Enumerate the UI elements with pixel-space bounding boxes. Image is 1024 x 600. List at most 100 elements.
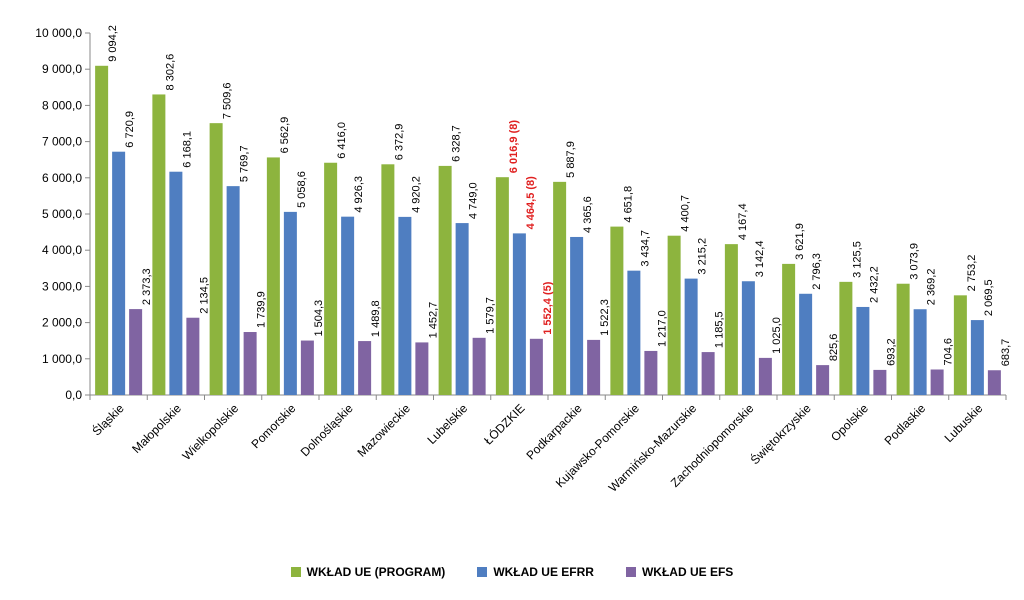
bar-chart: 0,0 1 000,0 2 000,0 3 000,0 4 000,0 5 000,0 6 …	[35, 25, 1012, 495]
x-tick-label: Małopolskie	[129, 401, 184, 456]
bar	[129, 309, 143, 395]
data-label: 4 464,5 (8)	[525, 176, 537, 230]
data-label: 1 452,7	[427, 302, 439, 339]
y-tick-label: 3 000,0	[42, 279, 82, 293]
data-label: 1 579,7	[485, 297, 497, 334]
bar	[512, 233, 526, 395]
bar	[495, 177, 509, 395]
data-label: 2 069,5	[983, 279, 995, 316]
x-tick-label: Lubelskie	[424, 401, 470, 447]
y-tick-label: 7 000,0	[42, 135, 82, 149]
data-label: 4 926,3	[353, 176, 365, 213]
bar	[970, 320, 984, 395]
data-label: 5 769,7	[239, 145, 251, 182]
bar	[816, 365, 830, 395]
bar	[341, 216, 355, 395]
bar	[627, 270, 641, 395]
data-label: 4 920,2	[410, 176, 422, 213]
data-label: 6 016,9 (8)	[508, 120, 520, 174]
y-tick-label: 2 000,0	[42, 316, 82, 330]
bar	[839, 281, 853, 395]
bar	[913, 309, 927, 395]
data-label: 704,6	[943, 338, 955, 366]
x-tick-label: Pomorskie	[249, 401, 299, 451]
bar	[209, 123, 223, 396]
data-label: 5 058,6	[296, 171, 308, 208]
data-label: 6 562,9	[279, 117, 291, 154]
bar	[324, 162, 338, 395]
legend-swatch-program	[290, 567, 301, 577]
data-label: 9 094,2	[107, 25, 119, 62]
bar	[667, 235, 681, 395]
bar	[553, 181, 567, 395]
data-label: 3 434,7	[639, 230, 651, 267]
x-tick-label: Wielkopolskie	[179, 401, 241, 463]
bar	[283, 211, 297, 395]
legend-item-efs: WKŁAD UE EFS	[625, 565, 734, 579]
data-label: 1 739,9	[256, 291, 268, 328]
x-tick-label: Opolskie	[828, 401, 871, 444]
bar	[610, 226, 624, 395]
bar	[930, 369, 944, 395]
data-label: 6 372,9	[393, 124, 405, 161]
legend-label-efs: WKŁAD UE EFS	[641, 565, 734, 579]
data-label: 2 753,2	[966, 255, 978, 292]
bar	[95, 65, 109, 395]
data-label: 7 509,6	[222, 82, 234, 119]
data-label: 4 749,0	[468, 182, 480, 219]
x-tick-label: ŁÓDZKIE	[481, 401, 528, 448]
legend-swatch-efs	[625, 567, 636, 577]
data-label: 3 215,2	[697, 238, 709, 275]
bar	[701, 352, 715, 395]
bar	[644, 350, 658, 395]
bar	[873, 369, 887, 395]
data-label: 1 522,3	[599, 299, 611, 336]
data-label: 3 073,9	[909, 243, 921, 280]
data-label: 1 185,5	[714, 311, 726, 348]
data-label: 825,6	[828, 334, 840, 362]
bar	[266, 157, 280, 395]
data-label: 6 416,0	[336, 122, 348, 159]
data-label: 693,2	[885, 338, 897, 366]
x-tick-label: Dolnośląskie	[298, 401, 356, 459]
data-label: 6 168,1	[181, 131, 193, 168]
y-tick-label: 0,0	[65, 388, 82, 402]
data-label: 3 125,5	[851, 241, 863, 278]
bar	[896, 283, 910, 395]
bar	[782, 263, 796, 395]
bar	[398, 216, 412, 395]
bar	[152, 94, 166, 396]
data-label: 683,7	[1000, 339, 1012, 367]
bar	[684, 278, 698, 395]
data-label: 1 217,0	[656, 310, 668, 347]
bar	[799, 293, 813, 395]
legend-swatch-efrr	[477, 567, 488, 577]
bar	[472, 337, 486, 395]
data-label: 3 142,4	[754, 241, 766, 278]
legend-item-program: WKŁAD UE (PROGRAM)	[290, 565, 446, 579]
legend-label-program: WKŁAD UE (PROGRAM)	[306, 565, 446, 579]
bar	[243, 332, 257, 395]
bar	[758, 357, 772, 395]
x-tick-label: Podkarpackie	[523, 401, 585, 463]
data-label: 1 552,4 (5)	[542, 281, 554, 335]
data-label: 1 504,3	[313, 300, 325, 337]
x-tick-label: Mazowieckie	[355, 401, 414, 460]
bar	[358, 341, 372, 395]
data-label: 2 134,5	[198, 277, 210, 314]
data-label: 6 328,7	[451, 125, 463, 162]
bar	[186, 317, 200, 395]
y-tick-label: 6 000,0	[42, 171, 82, 185]
y-tick-label: 1 000,0	[42, 352, 82, 366]
bar	[570, 236, 584, 395]
bar	[856, 306, 870, 395]
bar	[953, 295, 967, 395]
data-label: 6 720,9	[124, 111, 136, 148]
bar	[169, 171, 183, 395]
data-label: 5 887,9	[565, 141, 577, 178]
y-tick-label: 4 000,0	[42, 243, 82, 257]
x-tick-label: Świętokrzyskie	[747, 400, 814, 467]
bar	[381, 164, 395, 395]
data-label: 2 432,2	[868, 266, 880, 303]
